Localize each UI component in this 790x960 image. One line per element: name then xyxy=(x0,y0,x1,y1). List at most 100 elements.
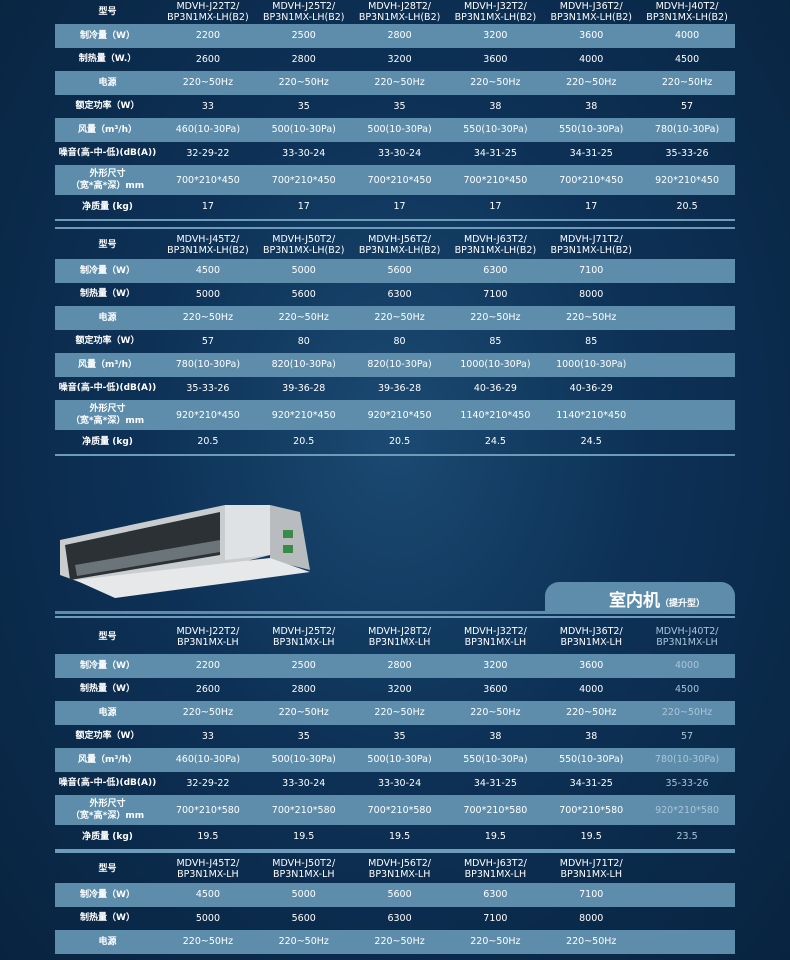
table-cell: 57 xyxy=(201,335,214,347)
model-name: MDVH-J71T2/ BP3N1MX-LH(B2) xyxy=(550,234,632,256)
model-name: MDVH-J25T2/ BP3N1MX-LH xyxy=(272,626,336,648)
table-row: 外形尺寸 （宽*高*深）mm 920*210*450 920*210*450 920*… xyxy=(55,400,735,430)
model-name: MDVH-J25T2/ BP3N1MX-LH(B2) xyxy=(262,1,345,23)
table-cell: 220~50Hz xyxy=(278,936,329,948)
table-cell: 220~50Hz xyxy=(470,312,521,324)
spec-table-b2-large: 型号 MDVH-J45T2/ BP3N1MX-LH(B2) MDVH-J50T2/ … xyxy=(55,227,735,456)
table-cell: 24.5 xyxy=(484,436,506,448)
table-cell: 35 xyxy=(297,730,310,742)
table-cell: 2200 xyxy=(195,30,220,42)
table-row: 电源 220~50Hz 220~50Hz 220~50Hz 220~50Hz 220~50… xyxy=(55,306,735,330)
table-cell: 3600 xyxy=(579,660,604,672)
table-cell: 40-36-29 xyxy=(569,382,613,394)
table-cell: 460(10-30Pa) xyxy=(175,124,241,136)
model-name: MDVH-J36T2/ BP3N1MX-LH(B2) xyxy=(550,1,632,23)
product-image-duct-unit xyxy=(60,505,310,598)
model-name: MDVH-J50T2/ BP3N1MX-LH(B2) xyxy=(262,234,345,256)
table-cell: 33 xyxy=(201,100,214,112)
table-cell: 38 xyxy=(585,100,598,112)
table-cell: 220~50Hz xyxy=(566,77,617,89)
model-name: MDVH-J22T2/ BP3N1MX-LH(B2) xyxy=(167,1,249,23)
table-cell: 8000 xyxy=(579,288,604,300)
table-cell: 2500 xyxy=(291,30,316,42)
model-name: MDVH-J28T2/ BP3N1MX-LH(B2) xyxy=(358,1,441,23)
table-row: 额定功率（W） 57 80 80 85 85 xyxy=(55,330,735,354)
table-row: 电源 220~50Hz 220~50Hz 220~50Hz 220~50Hz 220~50… xyxy=(55,71,735,95)
table-header-row: 型号 MDVH-J22T2/ BP3N1MX-LH(B2) MDVH-J25T2/ … xyxy=(55,0,735,24)
header-label: 型号 xyxy=(98,7,117,17)
row-label: 额定功率（W） xyxy=(75,731,140,742)
model-name: MDVH-J50T2/ BP3N1MX-LH xyxy=(272,858,336,880)
table-cell: 57 xyxy=(681,100,694,112)
table-cell: 2200 xyxy=(195,660,220,672)
section-divider xyxy=(55,611,735,614)
model-name: MDVH-J36T2/ BP3N1MX-LH xyxy=(559,626,623,648)
table-cell: 40-36-29 xyxy=(473,382,517,394)
table-cell: 34-31-25 xyxy=(569,777,613,789)
table-cell: 20.5 xyxy=(676,201,698,213)
table-cell: 19.5 xyxy=(197,831,219,843)
table-cell: 32-29-22 xyxy=(186,147,230,159)
row-label: 外形尺寸 （宽*高*深）mm xyxy=(70,799,145,821)
model-name: MDVH-J32T2/ BP3N1MX-LH xyxy=(463,626,527,648)
table-cell: 780(10-30Pa) xyxy=(175,359,241,371)
table-cell: 34-31-25 xyxy=(473,777,517,789)
row-label: 外形尺寸 （宽*高*深）mm xyxy=(70,169,145,191)
table-cell: 3600 xyxy=(579,30,604,42)
table-cell: 5000 xyxy=(291,889,316,901)
table-cell: 550(10-30Pa) xyxy=(559,124,624,136)
table-row: 电源 220~50Hz 220~50Hz 220~50Hz 220~50Hz 220~50… xyxy=(55,930,735,954)
table-cell: 700*210*450 xyxy=(463,174,528,186)
table-cell: 19.5 xyxy=(484,831,506,843)
table-cell: 5600 xyxy=(387,889,412,901)
table-cell: 500(10-30Pa) xyxy=(367,124,432,136)
row-label: 制热量（W） xyxy=(80,913,135,924)
table-row: 净质量 (kg) 19.5 19.5 19.5 19.5 19.5 23.5 xyxy=(55,825,735,849)
table-cell: 6300 xyxy=(483,265,508,277)
table-cell: 4500 xyxy=(195,265,220,277)
table-cell: 35 xyxy=(297,100,310,112)
table-cell: 33-30-24 xyxy=(282,777,326,789)
model-name: MDVH-J56T2/ BP3N1MX-LH xyxy=(368,858,432,880)
table-cell: 550(10-30Pa) xyxy=(463,754,528,766)
table-cell: 460(10-30Pa) xyxy=(175,754,241,766)
table-row: 额定功率（W） 33 35 35 38 38 57 xyxy=(55,725,735,749)
spec-table-lift-small: 型号 MDVH-J22T2/ BP3N1MX-LH MDVH-J25T2/ BP3N… xyxy=(55,616,735,851)
row-label: 噪音(高-中-低)(dB(A)) xyxy=(58,383,157,394)
table-cell: 920*210*580 xyxy=(655,804,719,816)
table-header-row: 型号 MDVH-J45T2/ BP3N1MX-LH MDVH-J50T2/ BP3N… xyxy=(55,855,735,883)
table-cell: 17 xyxy=(489,201,502,213)
table-cell: 220~50Hz xyxy=(182,312,234,324)
table-bottom-line xyxy=(55,453,735,456)
table-cell: 80 xyxy=(297,335,310,347)
table-cell: 5600 xyxy=(387,265,412,277)
table-cell: 550(10-30Pa) xyxy=(463,124,528,136)
spec-table-lift-large: 型号 MDVH-J45T2/ BP3N1MX-LH MDVH-J50T2/ BP3N… xyxy=(55,851,735,954)
table-cell: 700*210*450 xyxy=(559,174,624,186)
table-cell: 33 xyxy=(201,730,214,742)
table-cell: 5000 xyxy=(195,912,220,924)
table-cell: 24.5 xyxy=(580,436,602,448)
table-cell: 1140*210*450 xyxy=(556,409,627,421)
table-cell: 38 xyxy=(489,100,502,112)
section-tab: 室内机（提升型） xyxy=(545,582,735,612)
table-row: 制冷量（W） 4500 5000 5600 6300 7100 xyxy=(55,883,735,907)
table-cell: 35-33-26 xyxy=(186,382,230,394)
table-cell: 550(10-30Pa) xyxy=(559,754,624,766)
table-row: 制冷量（W） 4500 5000 5600 6300 7100 xyxy=(55,259,735,283)
model-name: MDVH-J28T2/ BP3N1MX-LH xyxy=(368,626,432,648)
section-title: 室内机 xyxy=(608,591,660,611)
row-label: 电源 xyxy=(98,77,117,88)
table-cell: 6300 xyxy=(387,288,412,300)
table-top-line xyxy=(55,851,735,853)
table-row: 制冷量（W） 2200 2500 2800 3200 3600 4000 xyxy=(55,654,735,678)
row-label: 制热量（W） xyxy=(80,684,135,695)
table-cell: 7100 xyxy=(579,265,604,277)
row-label: 制冷量（W） xyxy=(80,265,135,276)
table-cell: 220~50Hz xyxy=(374,936,425,948)
table-cell: 220~50Hz xyxy=(374,312,425,324)
table-row: 噪音(高-中-低)(dB(A)) 32-29-22 33-30-24 33-30-24… xyxy=(55,772,735,796)
table-cell: 700*210*450 xyxy=(367,174,432,186)
table-cell: 85 xyxy=(585,335,598,347)
table-cell: 700*210*580 xyxy=(175,804,240,816)
